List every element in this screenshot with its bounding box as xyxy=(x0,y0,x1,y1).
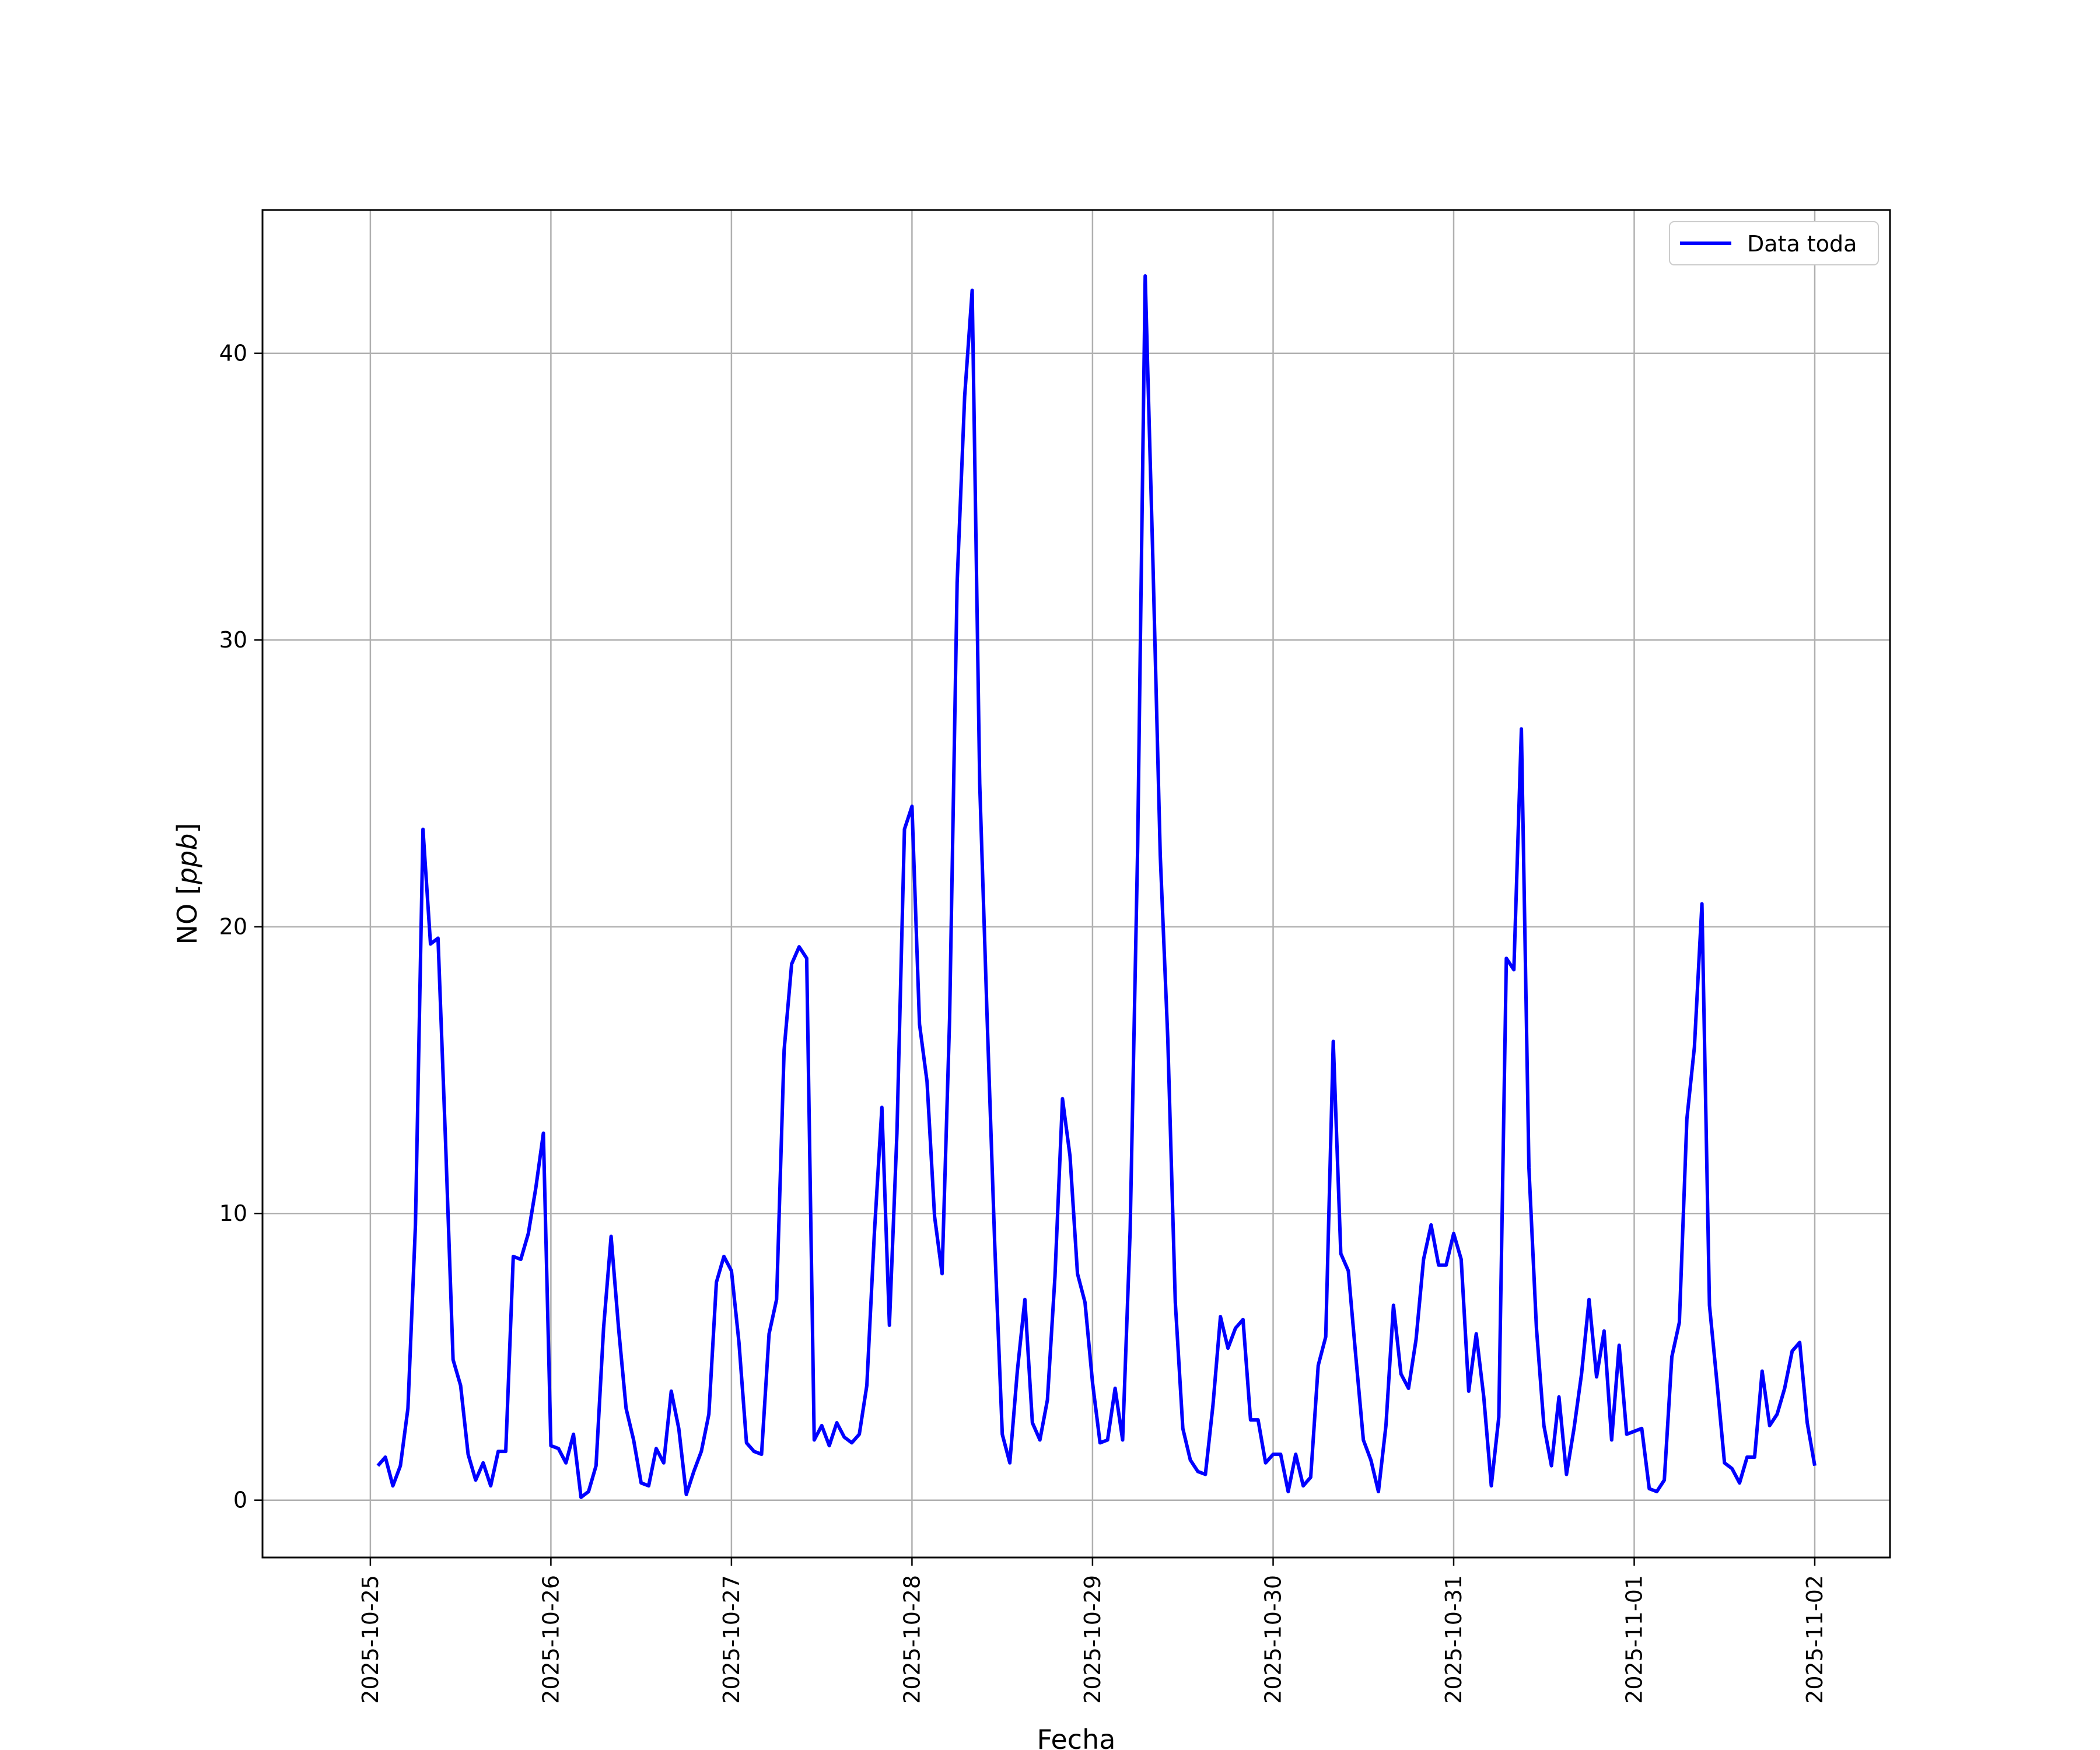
x-tick-label: 2025-10-30 xyxy=(1261,1575,1286,1704)
x-tick-label: 2025-10-25 xyxy=(358,1575,383,1704)
legend-label: Data toda xyxy=(1747,231,1857,257)
y-tick-label: 30 xyxy=(219,627,247,653)
x-axis-label: Fecha xyxy=(1037,1724,1116,1750)
y-axis-label: NO [ppb] xyxy=(172,823,203,945)
grid xyxy=(262,210,1890,1558)
y-axis-label-quantity: NO xyxy=(172,895,203,944)
series-layer xyxy=(376,274,1817,1499)
x-tick-label: 2025-10-28 xyxy=(899,1575,925,1704)
y-tick-label: 10 xyxy=(219,1200,247,1226)
y-axis-label-unit: ppb xyxy=(172,834,203,886)
legend: Data toda xyxy=(1669,221,1879,265)
series-line xyxy=(376,274,1817,1499)
y-tick-label: 0 xyxy=(233,1488,247,1513)
x-tick-label: 2025-10-26 xyxy=(538,1575,564,1704)
plot-frame xyxy=(261,209,1891,1559)
legend-box xyxy=(1669,221,1879,265)
x-tick-label: 2025-11-01 xyxy=(1622,1575,1647,1704)
x-tick-label: 2025-10-29 xyxy=(1080,1575,1105,1704)
axis-ticks: 2025-10-25 2025-10-26 2025-10-27 2025-10-28… xyxy=(219,341,1828,1704)
x-tick-label: 2025-11-02 xyxy=(1802,1575,1828,1704)
y-tick-label: 40 xyxy=(219,341,247,366)
y-tick-label: 20 xyxy=(219,914,247,940)
x-tick-label: 2025-10-31 xyxy=(1441,1575,1466,1704)
x-tick-label: 2025-10-27 xyxy=(719,1575,744,1704)
